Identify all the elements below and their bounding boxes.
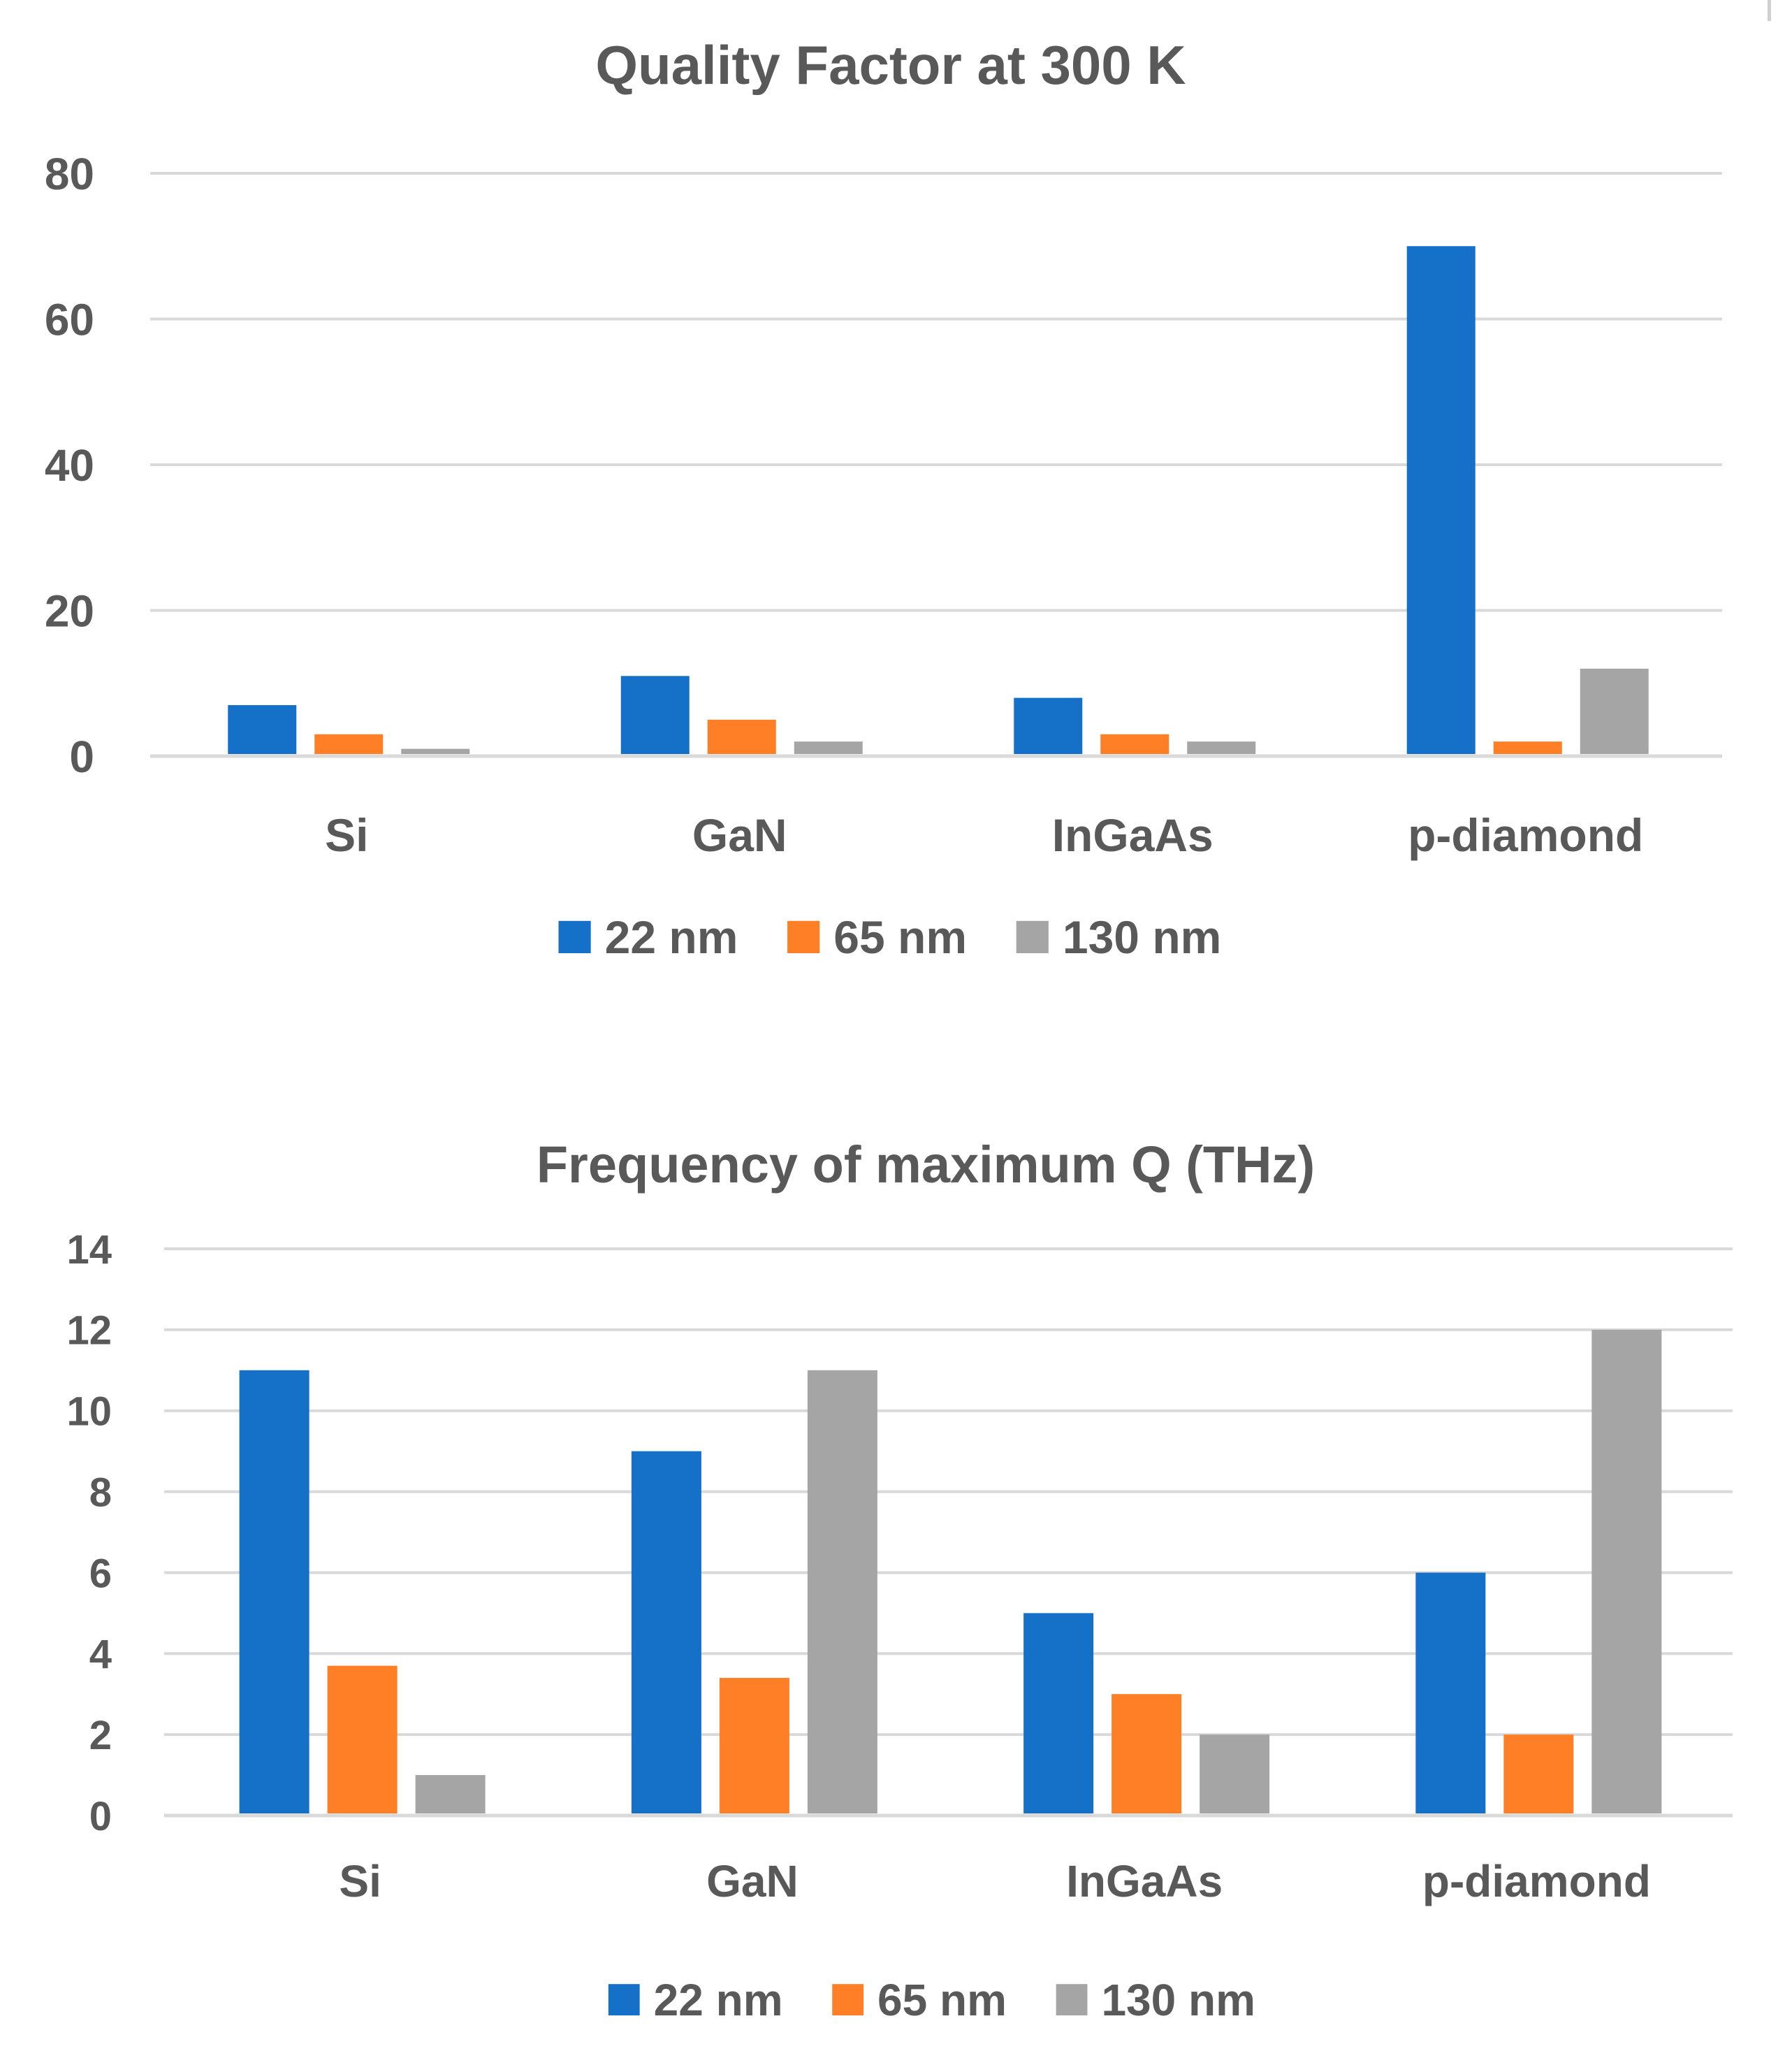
legend-item: 130 nm <box>1016 911 1221 963</box>
legend-label: 65 nm <box>877 1975 1007 2025</box>
bar-si-65nm <box>314 734 384 754</box>
bar-si-130nm <box>415 1775 486 1813</box>
bar-si-22nm <box>239 1370 309 1813</box>
bar-gan-130nm <box>794 741 863 754</box>
bar-si-65nm <box>327 1665 398 1813</box>
legend-swatch <box>1016 920 1049 953</box>
bar-ingaas-22nm <box>1023 1613 1094 1813</box>
legend-item: 130 nm <box>1056 1975 1255 2025</box>
legend-item: 22 nm <box>558 911 738 963</box>
legend-label: 22 nm <box>654 1975 783 2025</box>
bar-p-diamond-130nm <box>1580 668 1649 754</box>
legend-swatch <box>832 1984 864 2015</box>
y-tick-label: 8 <box>89 1470 112 1515</box>
bar-si-22nm <box>228 705 297 754</box>
chart-title: Quality Factor at 300 K <box>595 34 1186 96</box>
legend-swatch <box>608 1984 640 2015</box>
y-tick-label: 60 <box>45 295 94 345</box>
y-tick-label: 0 <box>69 732 94 782</box>
y-tick-label: 20 <box>45 586 94 637</box>
y-tick-label: 14 <box>66 1227 112 1273</box>
y-tick-label: 10 <box>66 1389 112 1435</box>
category-label: Si <box>325 809 368 861</box>
legend-item: 22 nm <box>608 1975 783 2025</box>
y-tick-label: 2 <box>89 1713 112 1758</box>
category-label: GaN <box>692 809 787 861</box>
bar-gan-65nm <box>707 719 776 754</box>
bar-ingaas-130nm <box>1187 741 1256 754</box>
y-tick-label: 80 <box>45 149 94 199</box>
y-tick-label: 40 <box>45 440 94 491</box>
bar-si-130nm <box>401 748 470 754</box>
legend-swatch <box>787 920 820 953</box>
legend-swatch <box>1056 1984 1088 2015</box>
edge-divider <box>1768 0 1771 21</box>
bar-ingaas-22nm <box>1014 697 1083 754</box>
quality-factor-chart: Quality Factor at 300 K 0 20 40 60 80 Si GaN InG… <box>45 34 1722 963</box>
y-tick-label: 12 <box>66 1308 112 1354</box>
bar-p-diamond-22nm <box>1415 1572 1486 1813</box>
legend-label: 22 nm <box>605 911 738 963</box>
bar-p-diamond-130nm <box>1591 1329 1662 1813</box>
y-tick-label: 4 <box>89 1632 112 1677</box>
bar-p-diamond-65nm <box>1493 741 1562 754</box>
y-tick-label: 6 <box>89 1551 112 1596</box>
legend-label: 130 nm <box>1063 911 1221 963</box>
y-tick-label: 0 <box>89 1794 112 1839</box>
category-label: InGaAs <box>1066 1856 1223 1906</box>
bar-gan-130nm <box>807 1370 877 1813</box>
bar-gan-65nm <box>719 1678 789 1813</box>
category-label: p-diamond <box>1422 1856 1651 1906</box>
legend-item: 65 nm <box>832 1975 1007 2025</box>
legend-label: 130 nm <box>1101 1975 1255 2025</box>
category-label: Si <box>339 1856 381 1906</box>
bar-p-diamond-22nm <box>1406 246 1475 754</box>
bar-p-diamond-65nm <box>1503 1734 1574 1813</box>
legend-label: 65 nm <box>833 911 967 963</box>
bar-ingaas-65nm <box>1112 1694 1182 1813</box>
category-label: p-diamond <box>1408 809 1643 861</box>
bar-ingaas-130nm <box>1200 1734 1270 1813</box>
bar-gan-22nm <box>631 1451 701 1813</box>
category-label: InGaAs <box>1052 809 1214 861</box>
frequency-max-q-chart: Frequency of maximum Q (THz) 0 2 4 6 8 10 12 14 S… <box>66 1136 1733 2025</box>
category-label: GaN <box>706 1856 799 1906</box>
chart-title: Frequency of maximum Q (THz) <box>537 1136 1315 1194</box>
bar-ingaas-65nm <box>1100 734 1169 754</box>
legend-swatch <box>558 920 591 953</box>
legend-item: 65 nm <box>787 911 967 963</box>
bar-gan-22nm <box>620 676 690 754</box>
